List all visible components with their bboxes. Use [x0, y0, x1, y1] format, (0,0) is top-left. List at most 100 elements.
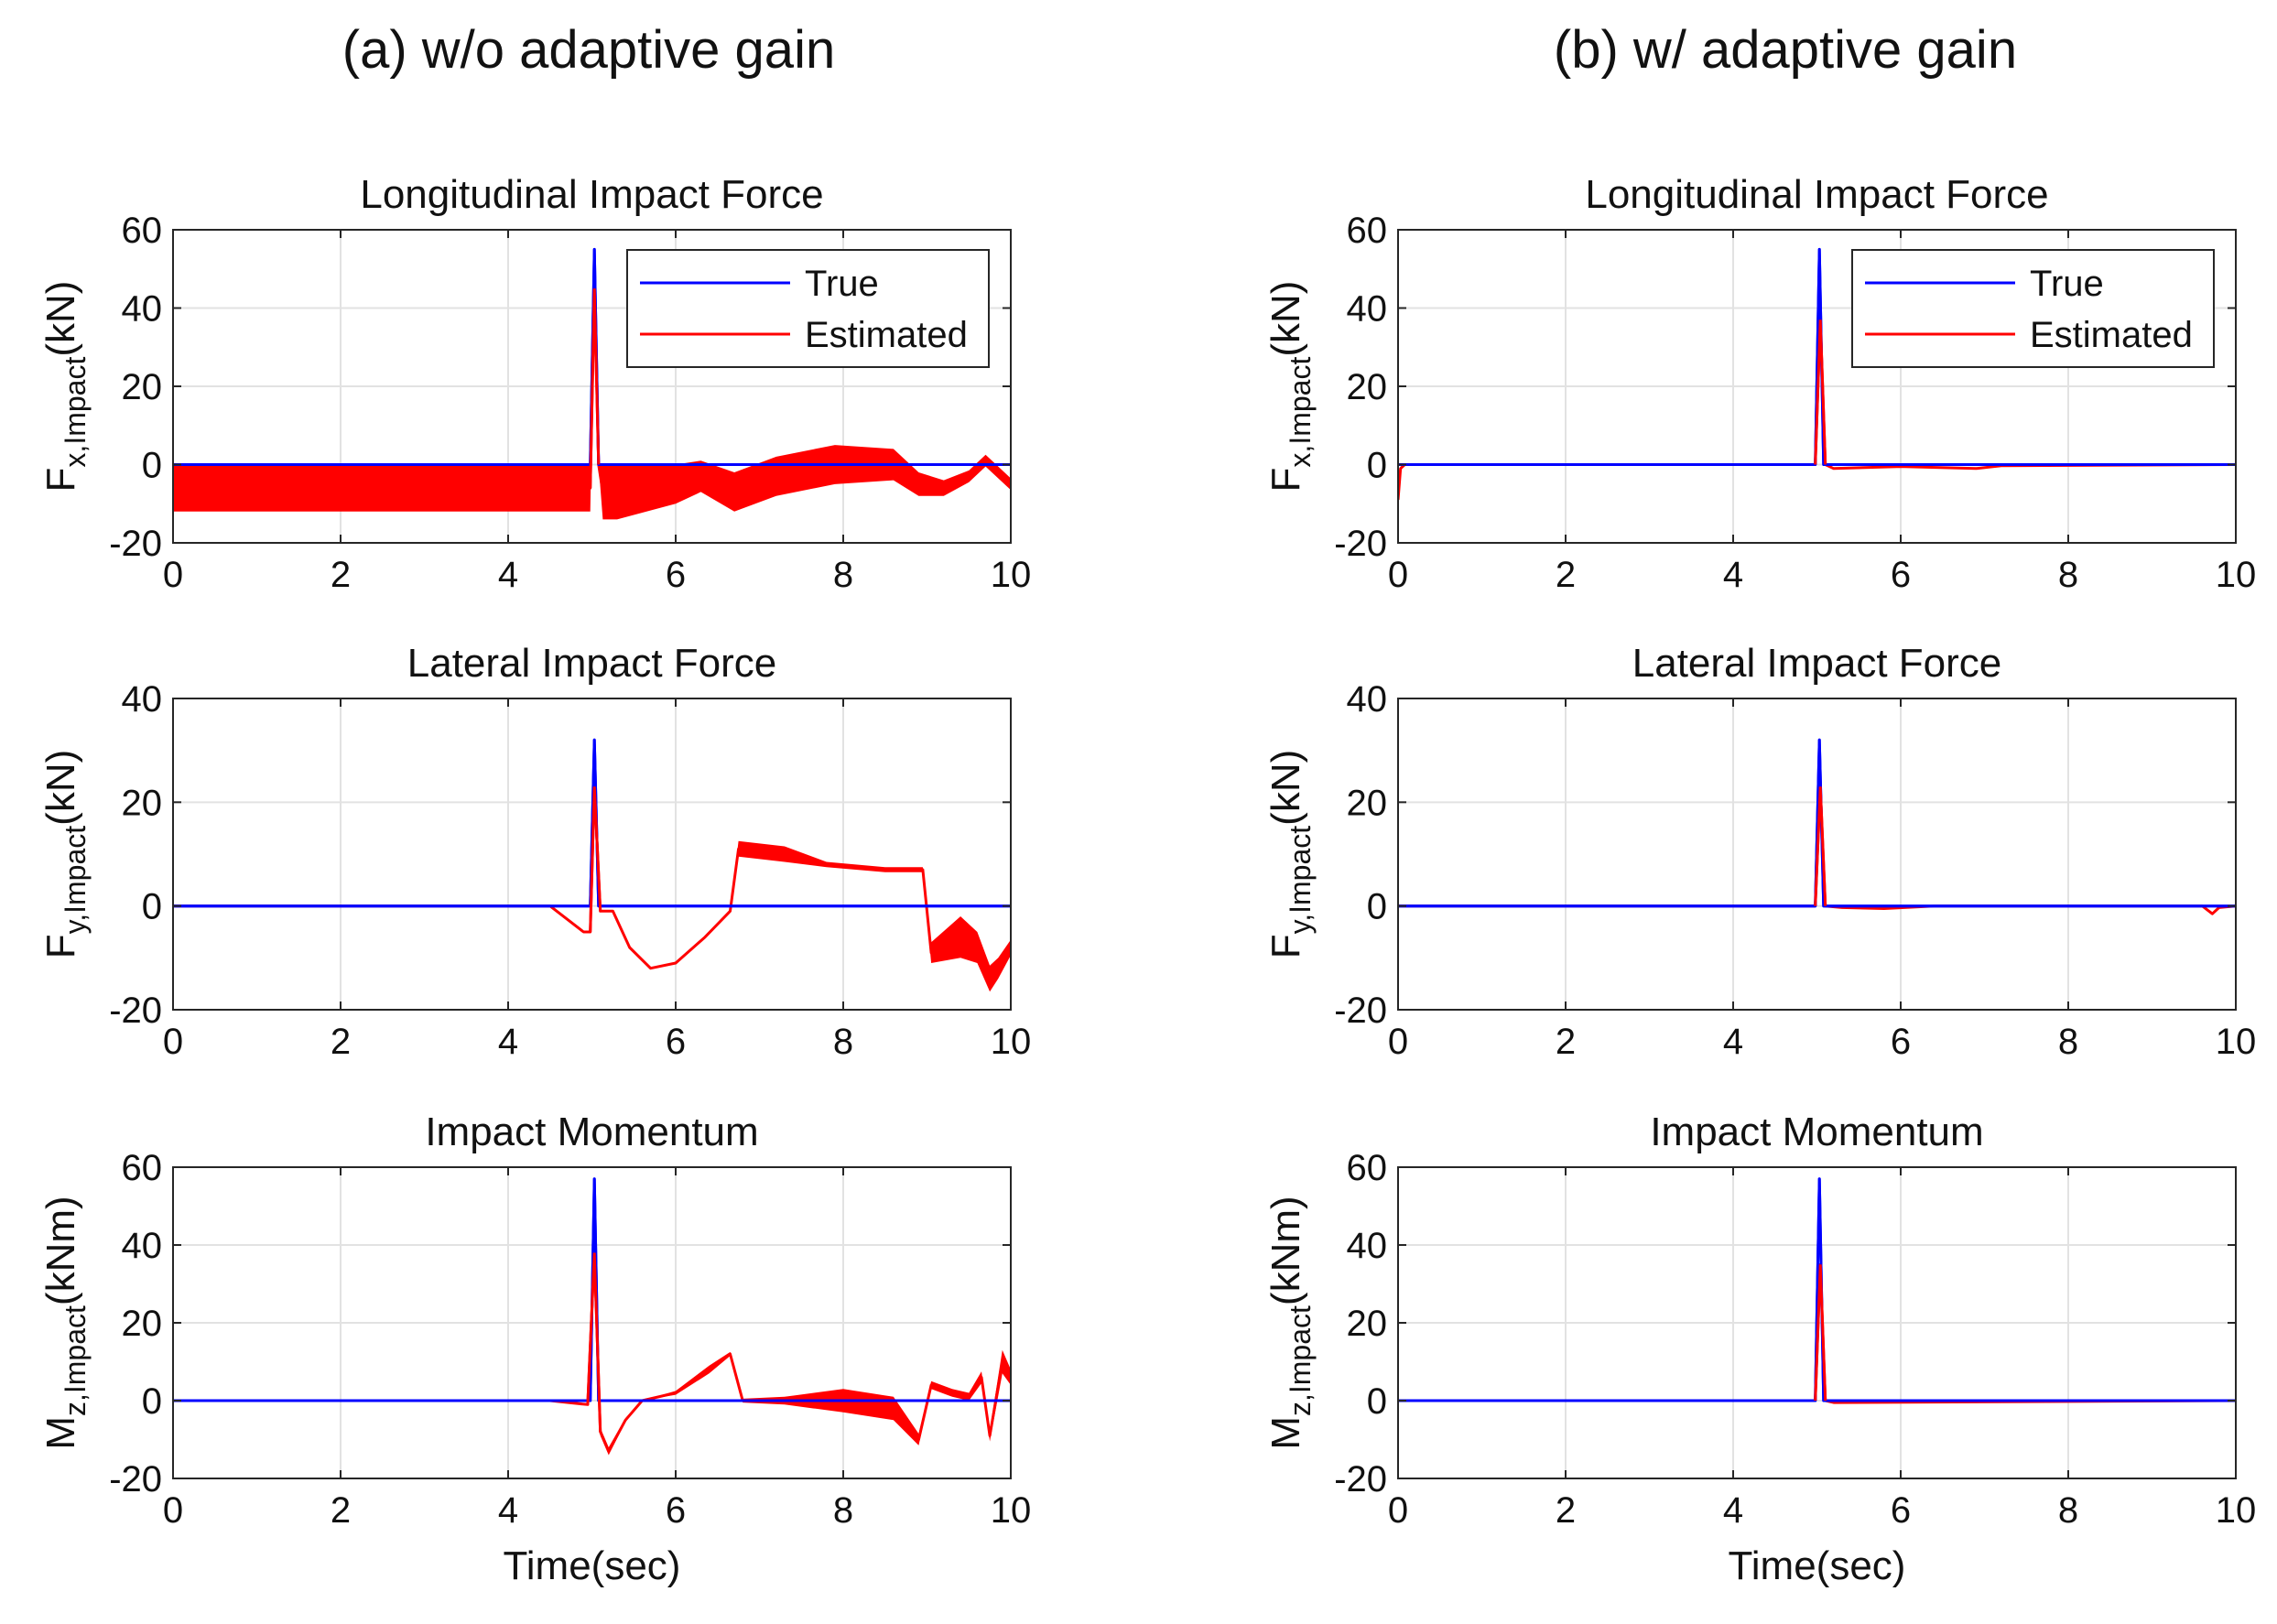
- x-tick-label: 2: [331, 555, 351, 595]
- y-tick-label: 0: [1367, 446, 1387, 486]
- y-axis-label-main: M: [38, 1416, 83, 1450]
- y-axis-label: Fx,Impact(kN): [38, 281, 92, 493]
- legend-label-true: True: [805, 264, 879, 304]
- axes-title: Impact Momentum: [425, 1110, 758, 1154]
- y-axis-label-sub: y,Impact: [1284, 826, 1317, 935]
- y-tick-label: 40: [122, 679, 163, 720]
- y-tick-label: 0: [142, 1381, 162, 1422]
- plot-area: [173, 738, 1011, 992]
- legend-label-estimated: Estimated: [805, 315, 968, 355]
- x-tick-label: 10: [2216, 1022, 2257, 1062]
- y-axis-label-main: F: [1263, 468, 1308, 493]
- x-tick-label: 2: [1556, 555, 1576, 595]
- x-tick-label: 4: [498, 1490, 518, 1531]
- plot-area: [173, 1177, 1011, 1456]
- y-tick-label: 60: [122, 211, 163, 251]
- axes-title: Lateral Impact Force: [407, 641, 777, 686]
- series-peak-estimated: [589, 288, 601, 489]
- axes-box: [172, 698, 1012, 1011]
- x-tick-label: 10: [991, 1490, 1032, 1531]
- y-tick-label: 20: [1347, 1304, 1388, 1344]
- y-axis-label-unit: (kN): [38, 750, 83, 826]
- y-axis-label-sub: z,Impact: [59, 1305, 92, 1416]
- legend-label-true: True: [2030, 264, 2104, 304]
- x-tick-label: 6: [1891, 1490, 1911, 1531]
- x-tick-label: 2: [331, 1490, 351, 1531]
- plot-area: [173, 247, 1011, 520]
- y-axis-label-sub: y,Impact: [59, 826, 92, 935]
- y-tick-label: 20: [122, 783, 163, 823]
- series-peak-estimated: [586, 1252, 602, 1433]
- series-peak-estimated: [1814, 1264, 1827, 1402]
- series-peak-estimated: [1814, 786, 1827, 906]
- y-tick-label: 60: [122, 1148, 163, 1188]
- series-band-estimated: [173, 1252, 1011, 1456]
- x-tick-label: 8: [2058, 555, 2078, 595]
- legend: True Estimated: [1851, 249, 2215, 368]
- y-axis-label-main: F: [38, 934, 83, 958]
- x-tick-label: 0: [163, 555, 183, 595]
- x-tick-label: 0: [1388, 1490, 1408, 1531]
- y-axis-label-unit: (kN): [38, 281, 83, 357]
- y-tick-label: 0: [142, 887, 162, 927]
- x-tick-label: 6: [666, 1022, 686, 1062]
- x-tick-label: 6: [1891, 1022, 1911, 1062]
- x-tick-label: 4: [498, 1022, 518, 1062]
- x-tick-label: 10: [991, 1022, 1032, 1062]
- y-tick-label: 20: [122, 1304, 163, 1344]
- y-tick-label: 20: [122, 367, 163, 407]
- x-tick-label: 8: [2058, 1022, 2078, 1062]
- x-tick-label: 8: [833, 555, 853, 595]
- axes-box: [1397, 698, 2237, 1011]
- x-tick-label: 2: [1556, 1022, 1576, 1062]
- x-tick-label: 0: [163, 1490, 183, 1531]
- x-tick-label: 0: [163, 1022, 183, 1062]
- x-tick-label: 6: [666, 1490, 686, 1531]
- y-tick-label: 20: [1347, 783, 1388, 823]
- y-tick-label: 40: [1347, 679, 1388, 720]
- y-axis-label-main: F: [38, 468, 83, 493]
- y-axis-label: Mz,Impact(kNm): [38, 1196, 92, 1449]
- x-tick-label: 8: [833, 1490, 853, 1531]
- x-tick-label: 0: [1388, 555, 1408, 595]
- x-tick-label: 2: [1556, 1490, 1576, 1531]
- y-axis-label-sub: x,Impact: [59, 357, 92, 468]
- y-tick-label: 0: [142, 446, 162, 486]
- y-axis-label-unit: (kNm): [38, 1196, 83, 1305]
- y-tick-label: 40: [122, 289, 163, 330]
- y-axis-label-sub: x,Impact: [1284, 357, 1317, 468]
- y-tick-label: 40: [1347, 1226, 1388, 1266]
- series-peak-estimated: [1814, 319, 1827, 465]
- y-tick-label: 60: [1347, 1148, 1388, 1188]
- axes-title: Impact Momentum: [1650, 1110, 1983, 1154]
- y-tick-label: -20: [1334, 991, 1387, 1031]
- legend-box: [626, 249, 990, 368]
- x-tick-label: 6: [666, 555, 686, 595]
- axes-title: Longitudinal Impact Force: [1585, 172, 2048, 217]
- y-tick-label: 60: [1347, 211, 1388, 251]
- y-axis-label-sub: z,Impact: [1284, 1305, 1317, 1416]
- y-axis-label-unit: (kN): [1263, 281, 1308, 357]
- legend: True Estimated: [626, 249, 990, 368]
- y-tick-label: -20: [1334, 524, 1387, 564]
- y-tick-label: 40: [1347, 289, 1388, 330]
- y-tick-label: 0: [1367, 1381, 1387, 1422]
- y-axis-label: Fy,Impact(kN): [38, 750, 92, 959]
- x-tick-label: 0: [1388, 1022, 1408, 1062]
- y-tick-label: 0: [1367, 887, 1387, 927]
- y-tick-label: -20: [109, 524, 162, 564]
- y-axis-label: Fy,Impact(kN): [1263, 750, 1317, 959]
- y-tick-label: 40: [122, 1226, 163, 1266]
- x-axis-label: Time(sec): [1729, 1543, 1906, 1588]
- y-tick-label: -20: [109, 991, 162, 1031]
- y-axis-label-unit: (kN): [1263, 750, 1308, 826]
- legend-label-estimated: Estimated: [2030, 315, 2193, 355]
- x-tick-label: 4: [1723, 1022, 1743, 1062]
- x-tick-label: 8: [833, 1022, 853, 1062]
